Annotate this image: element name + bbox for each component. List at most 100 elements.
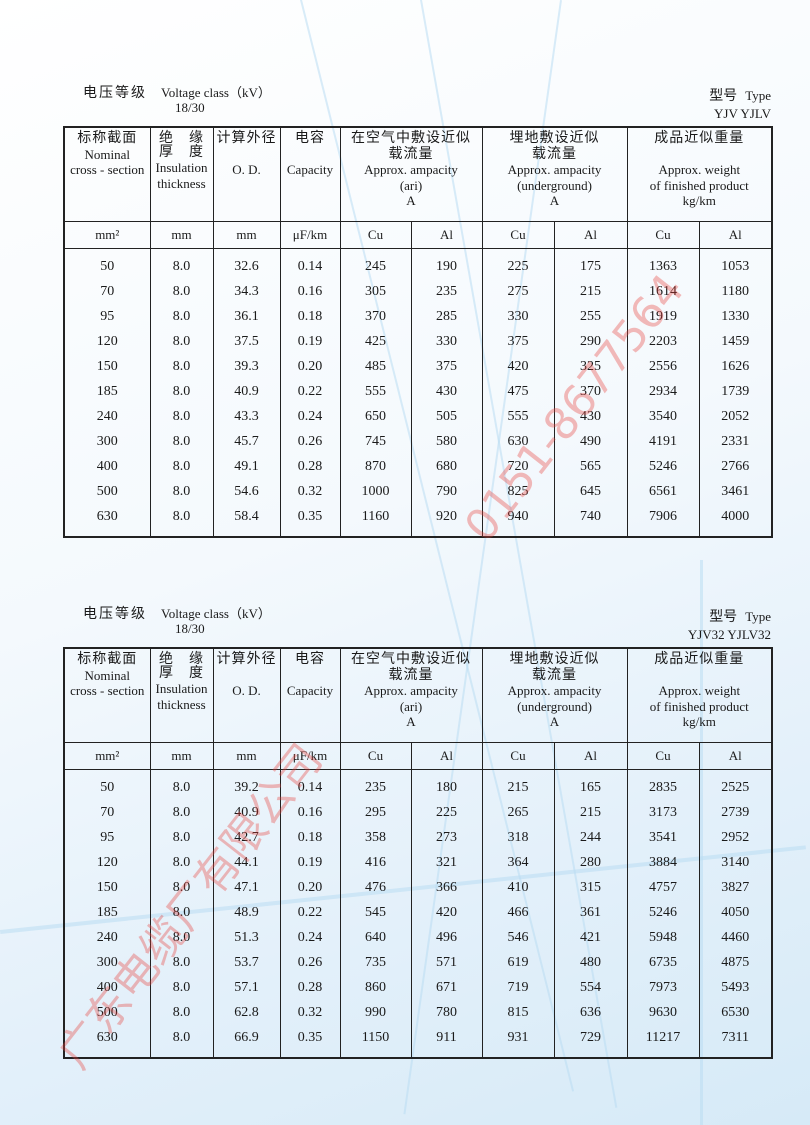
header-text: 载流量 <box>532 146 577 162</box>
cell-weight-al: 2525 <box>698 769 773 801</box>
cell-capacity: 0.16 <box>279 800 341 826</box>
table-row: 120 8.0 44.1 0.19 416 321 364 280 3884 3140 <box>63 850 773 876</box>
header-text: A <box>549 714 560 729</box>
cell-cross-section: 400 <box>63 975 151 1001</box>
header-text: Insulation <box>155 160 208 175</box>
cell-underground-cu: 931 <box>481 1025 555 1058</box>
cell-air-al: 375 <box>410 354 483 380</box>
subheader-cu: Cu <box>339 220 412 249</box>
cell-od: 53.7 <box>212 950 281 976</box>
cell-cross-section: 630 <box>63 504 151 537</box>
cell-underground-cu: 720 <box>481 454 555 480</box>
header-text: 成品近似重量 <box>654 131 745 146</box>
cell-cross-section: 50 <box>63 769 151 801</box>
table-row: 300 8.0 53.7 0.26 735 571 619 480 6735 4875 <box>63 950 773 976</box>
cell-air-cu: 358 <box>339 825 412 851</box>
header-text: Approx. ampacity <box>364 162 458 177</box>
header-capacity: 电容 Capacity <box>279 647 341 743</box>
table-row: 150 8.0 39.3 0.20 485 375 420 325 2556 1626 <box>63 354 773 380</box>
cell-insulation: 8.0 <box>149 769 214 801</box>
cell-air-al: 225 <box>410 800 483 826</box>
cell-insulation: 8.0 <box>149 479 214 505</box>
cell-od: 58.4 <box>212 504 281 537</box>
cell-capacity: 0.28 <box>279 454 341 480</box>
header-text: A <box>549 193 560 208</box>
cell-cross-section: 500 <box>63 479 151 505</box>
cell-capacity: 0.24 <box>279 925 341 951</box>
unit-mm2: mm² <box>63 220 151 249</box>
header-text: Approx. ampacity <box>507 683 602 698</box>
header-text: A <box>406 714 416 729</box>
cell-weight-cu: 5948 <box>626 925 700 951</box>
cell-air-al: 190 <box>410 248 483 280</box>
header-text: 计算外径 <box>216 131 277 146</box>
cell-air-cu: 1000 <box>339 479 412 505</box>
cell-capacity: 0.35 <box>279 504 341 537</box>
cell-air-cu: 545 <box>339 900 412 926</box>
header-text: O. D. <box>232 162 261 177</box>
header-insulation-thickness: 绝 缘厚 度 Insulation thickness <box>149 647 214 743</box>
cell-weight-al: 1626 <box>698 354 773 380</box>
cell-underground-cu: 375 <box>481 329 555 355</box>
cell-underground-al: 244 <box>553 825 628 851</box>
type-label-en: Type <box>745 609 771 624</box>
cell-underground-cu: 275 <box>481 279 555 305</box>
cell-air-cu: 305 <box>339 279 412 305</box>
type-label-zh: 型号 <box>709 89 738 104</box>
subheader-cu: Cu <box>626 220 700 249</box>
cell-underground-al: 480 <box>553 950 628 976</box>
cell-air-al: 680 <box>410 454 483 480</box>
cell-od: 62.8 <box>212 1000 281 1026</box>
header-ampacity-underground: 埋地敷设近似 载流量 Approx. ampacity (underground) A <box>481 126 628 222</box>
cell-od: 44.1 <box>212 850 281 876</box>
cell-insulation: 8.0 <box>149 354 214 380</box>
cell-od: 36.1 <box>212 304 281 330</box>
cell-capacity: 0.19 <box>279 329 341 355</box>
cell-weight-cu: 9630 <box>626 1000 700 1026</box>
header-capacity: 电容 Capacity <box>279 126 341 222</box>
cell-weight-cu: 1919 <box>626 304 700 330</box>
header-text: Approx. ampacity <box>364 683 458 698</box>
cell-cross-section: 500 <box>63 1000 151 1026</box>
cell-capacity: 0.14 <box>279 248 341 280</box>
cell-air-cu: 870 <box>339 454 412 480</box>
cell-underground-cu: 215 <box>481 769 555 801</box>
cell-od: 51.3 <box>212 925 281 951</box>
cell-underground-al: 421 <box>553 925 628 951</box>
cell-insulation: 8.0 <box>149 875 214 901</box>
cell-od: 43.3 <box>212 404 281 430</box>
unit-mm: mm <box>149 220 214 249</box>
table-row: 70 8.0 40.9 0.16 295 225 265 215 3173 2739 <box>63 800 773 826</box>
header-nominal-cross-section: 标称截面 Nominal cross - section <box>63 647 151 743</box>
header-insulation-thickness: 绝 缘厚 度 Insulation thickness <box>149 126 214 222</box>
cell-cross-section: 240 <box>63 925 151 951</box>
header-text: 载流量 <box>388 667 434 683</box>
cell-od: 32.6 <box>212 248 281 280</box>
cell-insulation: 8.0 <box>149 248 214 280</box>
header-text: kg/km <box>682 193 716 208</box>
header-text: 绝 缘 <box>159 131 204 146</box>
voltage-class-label-zh: 电压等级 <box>83 86 147 101</box>
cell-weight-al: 4460 <box>698 925 773 951</box>
cell-weight-al: 4000 <box>698 504 773 537</box>
cell-underground-cu: 815 <box>481 1000 555 1026</box>
header-text: 电容 <box>295 131 325 146</box>
subheader-cu: Cu <box>481 220 555 249</box>
cell-underground-cu: 825 <box>481 479 555 505</box>
type-value: YJV32 YJLV32 <box>687 627 771 642</box>
header-text: Insulation <box>155 681 208 696</box>
header-text: 标称截面 <box>77 652 138 667</box>
cell-air-cu: 416 <box>339 850 412 876</box>
cable-spec-table: 标称截面 Nominal cross - section 绝 缘厚 度 Insulat… <box>63 126 774 538</box>
header-ampacity-underground: 埋地敷设近似 载流量 Approx. ampacity (underground) A <box>481 647 628 743</box>
type-value: YJV YJLV <box>714 106 771 121</box>
cell-insulation: 8.0 <box>149 304 214 330</box>
cell-underground-cu: 265 <box>481 800 555 826</box>
header-text: O. D. <box>232 683 261 698</box>
cell-underground-cu: 546 <box>481 925 555 951</box>
cell-air-al: 285 <box>410 304 483 330</box>
cell-underground-al: 361 <box>553 900 628 926</box>
cell-weight-cu: 5246 <box>626 900 700 926</box>
cell-air-al: 321 <box>410 850 483 876</box>
cell-air-al: 496 <box>410 925 483 951</box>
